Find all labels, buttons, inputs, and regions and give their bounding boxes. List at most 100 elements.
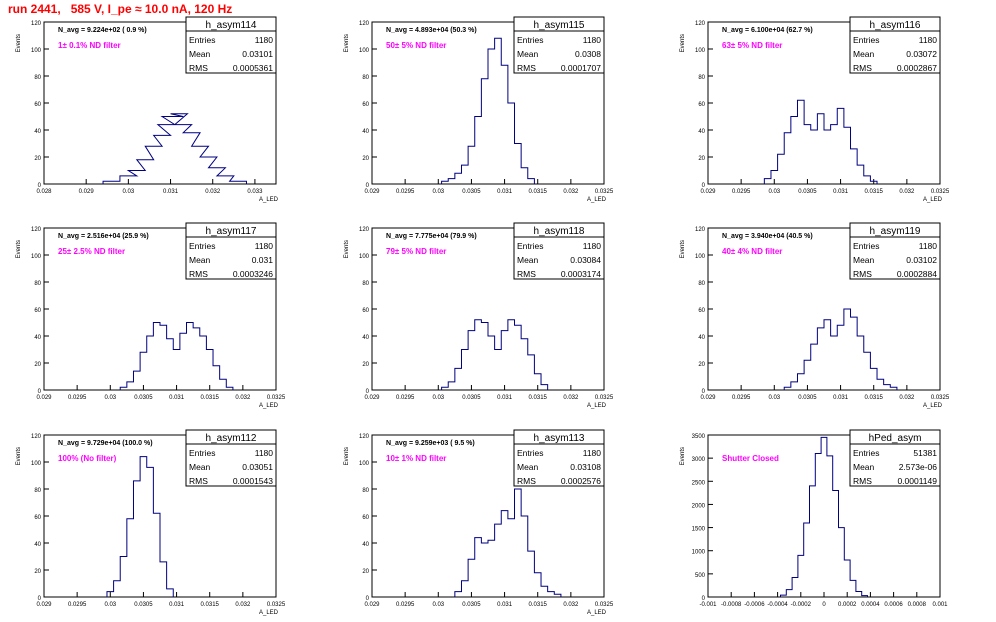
histogram-name: h_asym117 [206,226,257,237]
y-tick-label: 100 [31,48,42,54]
y-tick-label: 80 [34,488,41,494]
x-tick-label: 0.0325 [267,602,286,608]
stat-value: 51381 [913,448,937,458]
x-axis-label: A_LED [923,403,943,409]
stat-value: 0.03101 [242,49,273,59]
x-tick-label: 0.0315 [529,602,548,608]
y-tick-label: 100 [695,254,706,260]
stat-key: RMS [189,476,208,486]
x-tick-label: 0.029 [364,189,380,195]
filter-label: 100% (No filter) [58,454,117,463]
stat-value: 0.03072 [906,49,937,59]
filter-label: Shutter Closed [722,454,779,463]
stat-box [849,222,941,280]
x-tick-label: 0.031 [169,602,185,608]
y-axis-label: Events [344,34,350,52]
y-tick-label: 0 [366,183,370,189]
y-tick-label: 120 [31,227,42,233]
x-tick-label: 0.032 [235,395,251,401]
y-tick-label: 20 [698,362,705,368]
stat-value: 0.03084 [570,255,601,265]
stat-value: 0.031 [252,255,274,265]
navg-label: N_avg = 6.100e+04 (62.7 %) [722,27,813,34]
x-tick-label: 0.03 [104,602,116,608]
x-tick-label: 0.031 [497,189,513,195]
x-tick-label: -0.0002 [791,602,812,608]
y-axis-label: Events [16,240,22,258]
y-tick-label: 60 [698,102,705,108]
y-tick-label: 80 [698,281,705,287]
y-tick-label: 60 [362,515,369,521]
stat-box [849,16,941,74]
x-tick-label: 0.031 [497,395,513,401]
y-axis-label: Events [16,34,22,52]
stat-key: RMS [517,63,536,73]
navg-label: N_avg = 9.224e+02 ( 0.9 %) [58,27,147,34]
stat-value: 0.0002867 [897,63,937,73]
histogram-name: h_asym112 [206,433,257,444]
stat-value: 0.03051 [242,462,273,472]
x-tick-label: 0.0305 [798,189,817,195]
stat-value: 0.0003174 [561,269,601,279]
x-axis-label: A_LED [587,197,607,203]
histogram-line [119,322,234,390]
y-tick-label: 500 [695,573,706,579]
y-tick-label: 0 [38,183,42,189]
x-tick-label: 0.029 [36,395,52,401]
x-tick-label: 0.031 [163,189,179,195]
x-tick-label: 0.0295 [732,189,751,195]
stat-value: 0.03102 [906,255,937,265]
stat-key: Entries [853,35,879,45]
x-tick-label: 0.0315 [201,602,220,608]
stat-key: Mean [517,255,539,265]
x-tick-label: 0.0305 [462,395,481,401]
stat-key: Entries [517,35,543,45]
histogram-panel-h_asym118: 0 20 40 60 80 100 120 0.029 0.0295 0.03 0.0305 0.03… [344,222,614,409]
x-tick-label: 0.032 [563,395,579,401]
stat-key: RMS [853,269,872,279]
x-tick-label: -0.0006 [744,602,765,608]
run-title: run 2441, 585 V, I_pe ≈ 10.0 nA, 120 Hz [8,2,233,16]
stat-value: 0.0002576 [561,476,601,486]
y-tick-label: 40 [362,335,369,341]
x-tick-label: 0.029 [79,189,95,195]
y-tick-label: 1500 [692,527,706,533]
stat-box [513,16,605,74]
histogram-line [454,488,562,597]
histogram-line [780,436,868,597]
stat-value: 0.0001707 [561,63,601,73]
stat-value: 1180 [583,448,602,458]
y-tick-label: 120 [31,434,42,440]
filter-label: 50± 5% ND filter [386,41,446,50]
stat-value: 0.03108 [570,462,601,472]
x-axis-label: A_LED [587,403,607,409]
y-tick-label: 1000 [692,550,706,556]
histogram-panel-h_asym113: 0 20 40 60 80 100 120 0.029 0.0295 0.03 0.0305 0.03… [344,429,614,616]
x-tick-label: 0.03 [432,395,444,401]
stat-key: Mean [517,49,539,59]
y-tick-label: 0 [366,596,370,602]
stat-value: 1180 [919,35,938,45]
histogram-name: h_asym115 [534,20,585,31]
x-tick-label: 0.0315 [865,189,884,195]
y-tick-label: 40 [34,542,41,548]
y-tick-label: 0 [366,389,370,395]
y-tick-label: 0 [702,596,706,602]
stat-key: RMS [189,269,208,279]
navg-label: N_avg = 2.516e+04 (25.9 %) [58,233,149,240]
stat-value: 0.0001149 [897,476,937,486]
x-tick-label: 0.0008 [908,602,927,608]
stat-value: 1180 [255,241,274,251]
x-tick-label: 0.0004 [861,602,880,608]
y-tick-label: 60 [362,102,369,108]
stat-box [849,429,941,487]
y-tick-label: 3000 [692,457,706,463]
stat-value: 1180 [255,448,274,458]
stat-key: RMS [517,476,536,486]
y-tick-label: 80 [34,75,41,81]
histogram-name: h_asym116 [870,20,921,31]
histogram-line [102,113,247,184]
x-tick-label: 0.0315 [201,395,220,401]
y-tick-label: 2500 [692,480,706,486]
y-tick-label: 0 [38,389,42,395]
